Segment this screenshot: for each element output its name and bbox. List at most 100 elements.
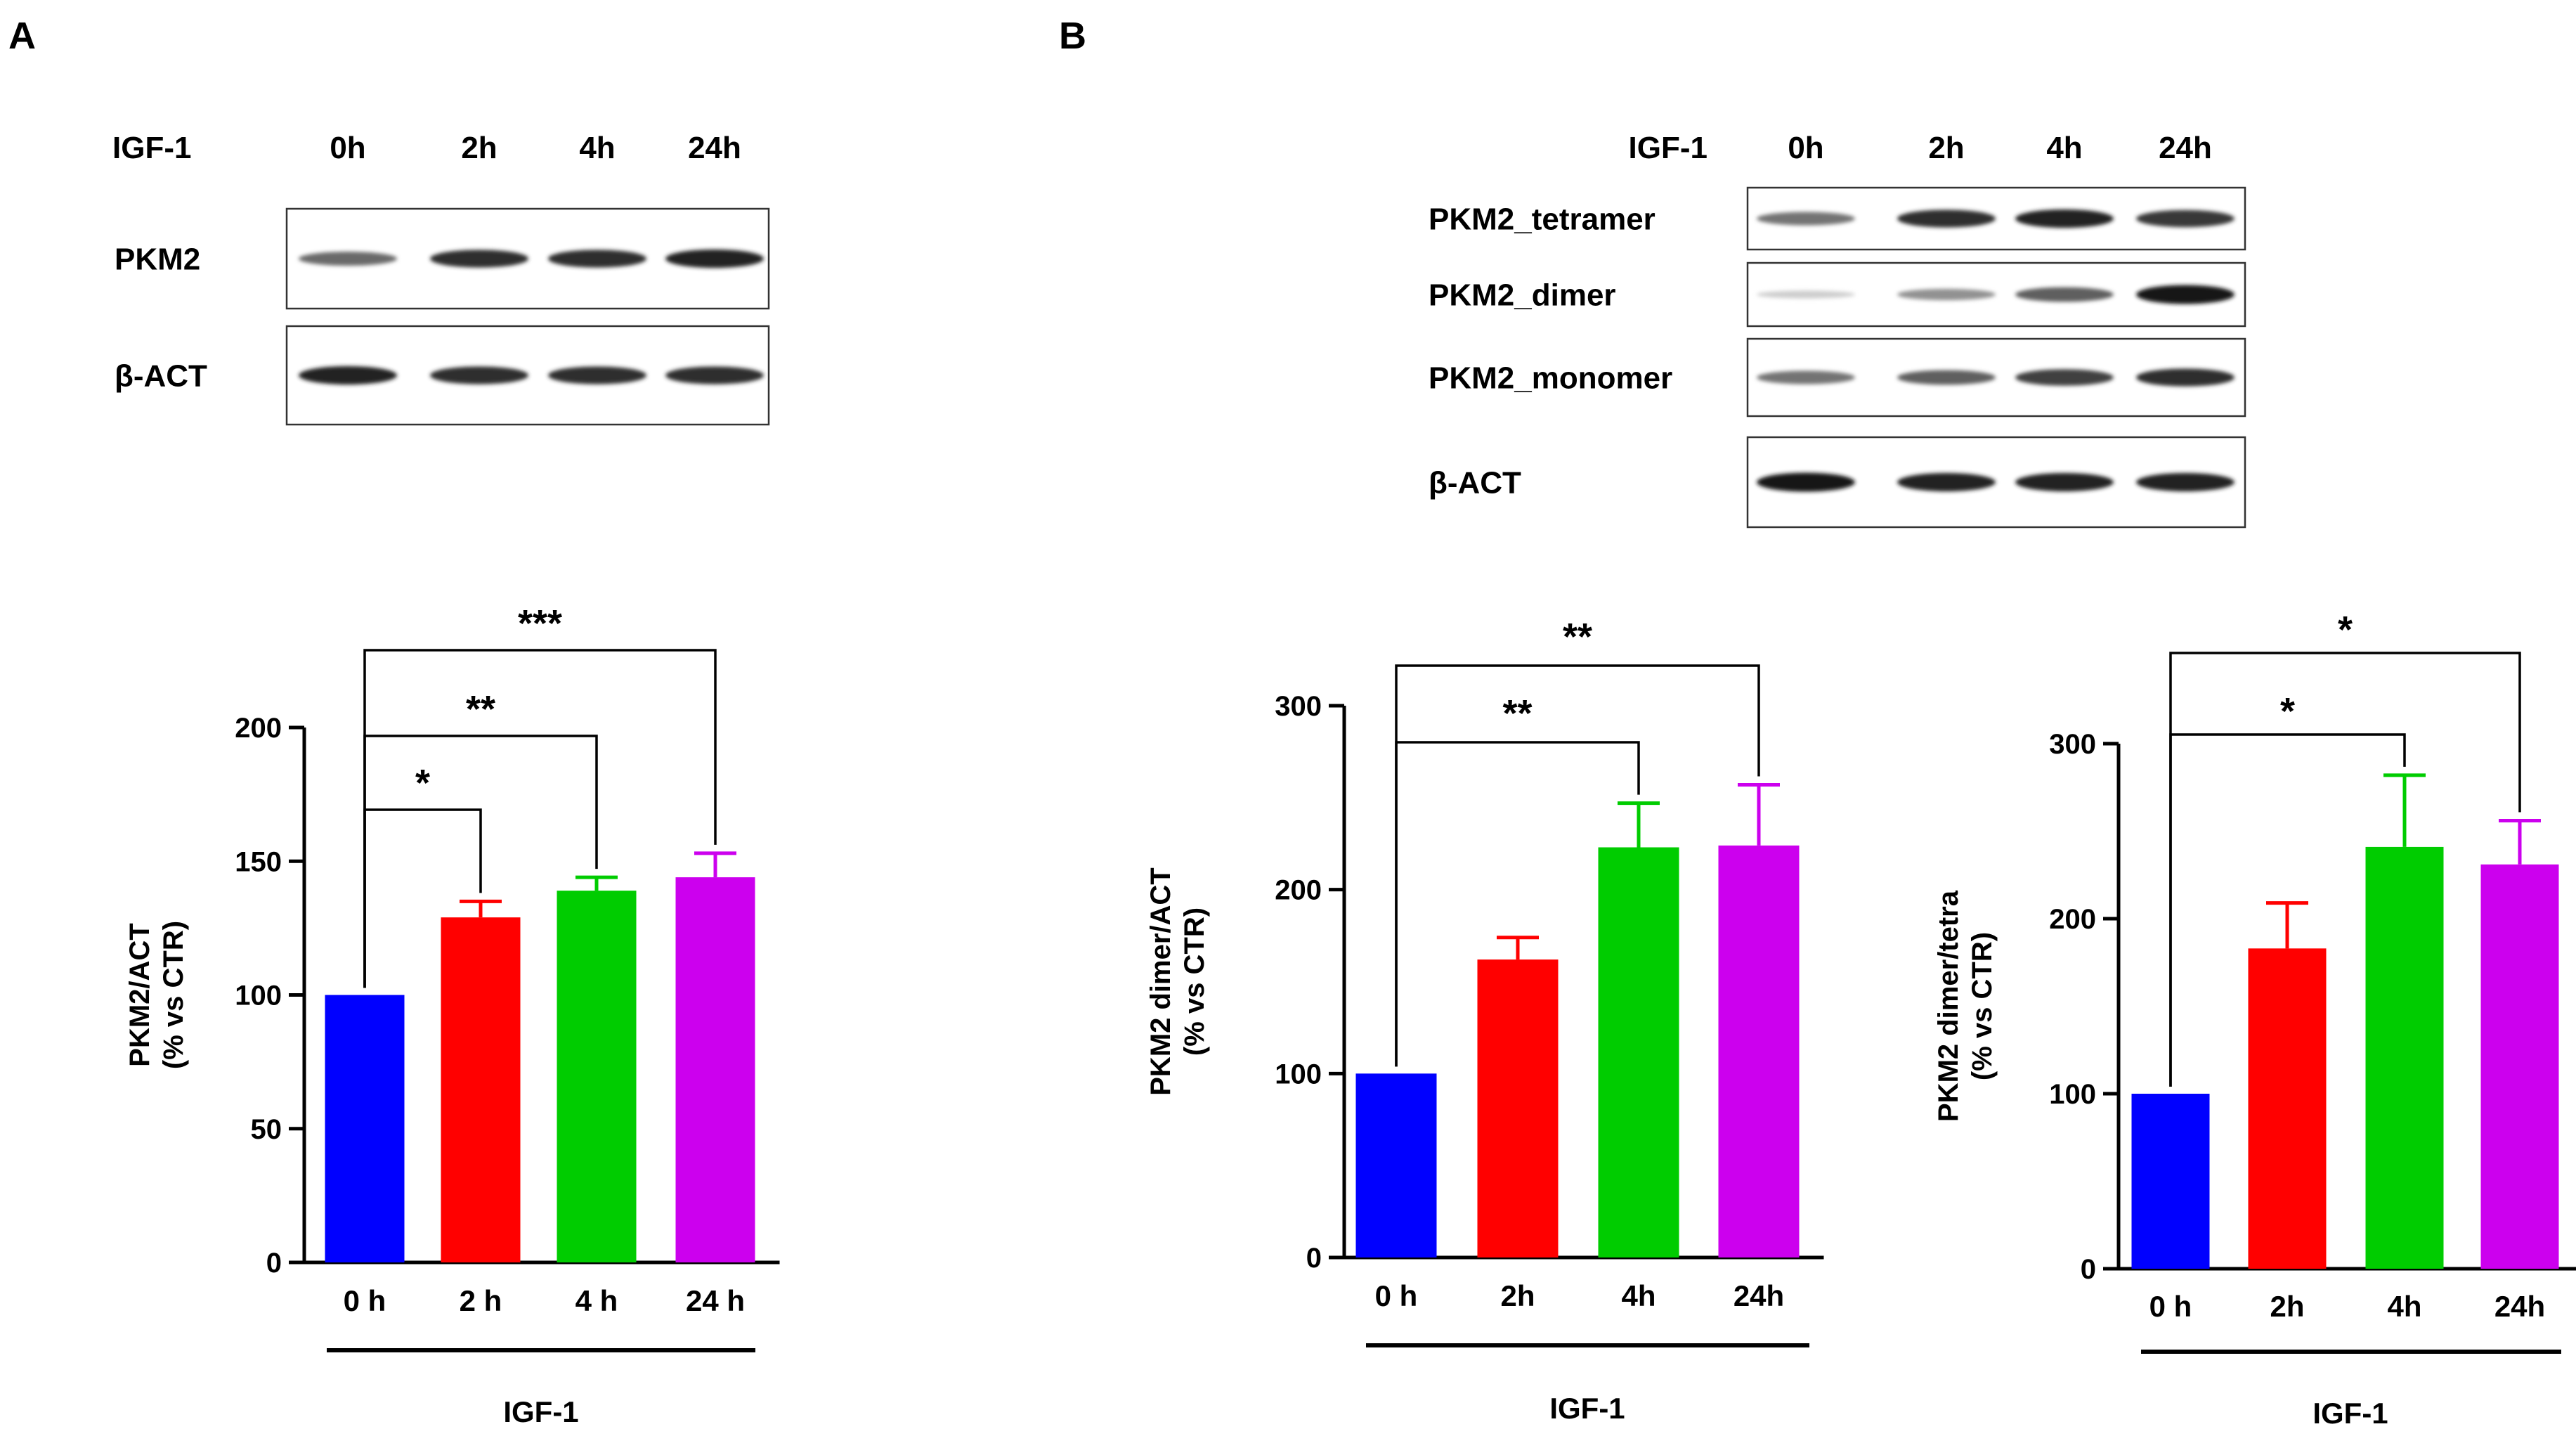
chart-pkm2-dimer-tetra: 0 100 200 300 PKM2 dimer/tetra (% vs CTR) 0 h 2… [1933,609,2576,1429]
y-tick-label: 150 [235,846,282,877]
bar-24-h [675,877,755,1262]
y-axis-label: PKM2 dimer/tetra (% vs CTR) [1933,890,1998,1122]
significance-label: ** [1502,692,1532,735]
blot-band [299,366,397,385]
y-tick-label: 300 [2049,729,2096,760]
blot-band [1757,370,1855,384]
chart-pkm2-act: 0 50 100 150 200 PKM2/ACT (% vs CTR) 0 h 2 h 4 h 2… [124,602,780,1428]
blot-band [2136,209,2235,228]
blot-band [665,366,764,384]
blot-band [2015,287,2114,302]
y-tick-label: 200 [1275,875,1322,906]
blot-band [665,249,764,269]
significance-label: ** [1563,616,1592,658]
bar-0-h [1355,1073,1437,1257]
x-axis-label: IGF-1 [1549,1392,1625,1425]
y-axis-label-line: (% vs CTR) [1967,932,1998,1080]
x-tick-label-24-h: 24 h [686,1284,745,1317]
x-tick-label-2h: 2h [2270,1290,2304,1323]
blot-band [2136,368,2235,387]
y-tick-label: 50 [251,1114,282,1145]
significance-label: * [2280,690,2295,732]
x-axis-label: IGF-1 [503,1395,578,1428]
x-tick-label-24h: 24h [2494,1290,2545,1323]
y-tick-label: 200 [235,713,282,744]
x-tick-label-2-h: 2 h [460,1284,502,1317]
blot-timepoint-2h: 2h [461,131,497,165]
blot-timepoint-0h: 0h [330,131,365,165]
blot-row-label-act: β-ACT [1429,465,1521,500]
blot-band [1897,472,1996,492]
western-blot-b: IGF-1 0h 2h 4h 24h PKM2_tetramer PKM2_dimer PKM… [1429,131,2246,529]
x-tick-label-0-h: 0 h [1375,1279,1418,1312]
x-tick-label-2h: 2h [1500,1279,1535,1312]
y-tick-label: 0 [266,1248,282,1279]
x-tick-label-4-h: 4 h [575,1284,618,1317]
blot-band [2015,472,2114,492]
western-blot-a: IGF-1 0h 2h 4h 24h PKM2 β-ACT [112,131,770,426]
blot-band [2136,472,2235,492]
blot-band [1757,290,1855,299]
blot-band [1757,472,1855,492]
blot-band [548,250,646,268]
blot-row-label-pkm2: PKM2 [115,242,200,276]
bar-24h [2480,864,2559,1269]
blot-band [430,366,528,384]
y-axis-label-line: (% vs CTR) [1179,907,1210,1056]
blot-row-label-act: β-ACT [115,358,207,393]
bar-0-h [2131,1094,2210,1269]
blot-band [1897,288,1996,301]
blot-band [2136,285,2235,304]
blot-band [1757,212,1855,226]
y-axis-label-line: (% vs CTR) [158,921,189,1069]
blot-timepoint-24h: 24h [2159,131,2212,165]
bar-24h [1718,845,1800,1257]
blot-timepoint-0h: 0h [1788,131,1823,165]
bar-2h [1477,959,1559,1257]
blot-timepoint-4h: 4h [579,131,615,165]
blot-treatment-label: IGF-1 [112,131,191,165]
y-tick-label: 200 [2049,904,2096,935]
y-axis-label-line: PKM2 dimer/tetra [1933,890,1964,1122]
blot-band [430,250,528,268]
significance-label: *** [518,602,562,645]
blot-band [1897,370,1996,385]
bar-4h [1598,847,1679,1257]
y-axis-label-line: PKM2/ACT [124,923,155,1066]
blot-timepoint-2h: 2h [1928,131,1964,165]
blot-band [548,366,646,384]
bar-4-h [557,891,637,1262]
blot-band [1897,209,1996,228]
bar-4h [2365,846,2444,1269]
y-axis-label-line: PKM2 dimer/ACT [1145,867,1176,1096]
significance-bracket [2169,652,2521,1087]
y-axis-label: PKM2/ACT (% vs CTR) [124,921,189,1069]
x-tick-label-4h: 4h [2387,1290,2421,1323]
y-tick-label: 0 [1306,1243,1322,1274]
panel-label-a: A [8,15,36,57]
significance-bracket [1395,664,1760,1067]
y-axis-label: PKM2 dimer/ACT (% vs CTR) [1145,867,1210,1096]
panel-label-b: B [1059,15,1086,57]
blot-band [2015,209,2114,228]
blot-treatment-label: IGF-1 [1629,131,1707,165]
y-tick-label: 100 [2049,1079,2096,1110]
x-tick-label-0-h: 0 h [344,1284,386,1317]
x-tick-label-24h: 24h [1733,1279,1784,1312]
chart-pkm2-dimer-act: 0 100 200 300 PKM2 dimer/ACT (% vs CTR) 0 h 2h 4… [1145,616,1824,1425]
y-tick-label: 300 [1275,691,1322,722]
blot-row-label-pkm2-monomer: PKM2_monomer [1429,361,1672,395]
blot-row-label-pkm2-tetramer: PKM2_tetramer [1429,202,1655,236]
y-tick-label: 100 [235,981,282,1011]
significance-label: ** [466,688,495,730]
bar-2-h [441,917,521,1262]
bar-2h [2248,948,2327,1269]
y-tick-label: 0 [2081,1254,2096,1285]
y-tick-label: 100 [1275,1059,1322,1089]
blot-band [2015,369,2114,386]
blot-band [299,252,397,266]
significance-label: * [2338,609,2353,651]
blot-timepoint-4h: 4h [2046,131,2082,165]
blot-timepoint-24h: 24h [688,131,741,165]
